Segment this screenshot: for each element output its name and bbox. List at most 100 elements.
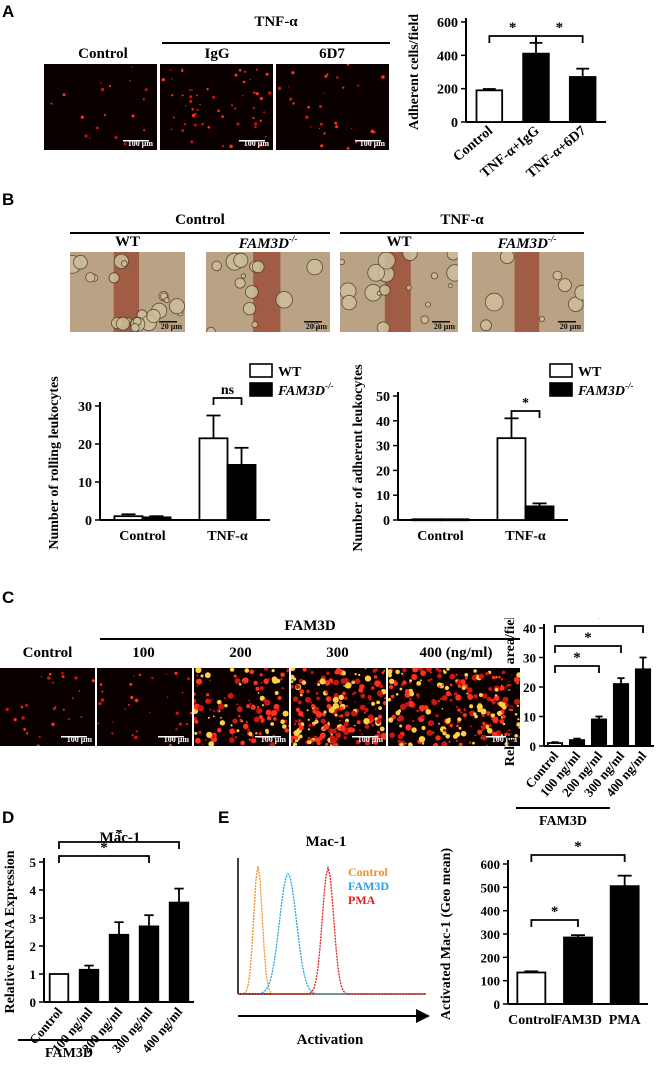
fluorescent-spot bbox=[335, 727, 337, 730]
fluorescent-spot bbox=[332, 696, 339, 703]
fluorescent-spot bbox=[263, 111, 266, 114]
fluorescent-spot bbox=[206, 699, 212, 704]
fluorescent-spot bbox=[244, 668, 250, 673]
fluorescent-spot bbox=[420, 670, 426, 676]
fluorescent-spot bbox=[52, 681, 55, 684]
fluorescent-spot bbox=[212, 715, 215, 718]
fluorescent-spot bbox=[319, 678, 326, 685]
fluorescent-spot bbox=[402, 674, 404, 677]
fluorescent-spot bbox=[51, 722, 55, 726]
fluorescent-spot bbox=[248, 732, 253, 736]
fluorescent-spot bbox=[370, 719, 374, 722]
scale-bar bbox=[352, 736, 378, 738]
legend-fam3d: FAM3D bbox=[348, 879, 389, 893]
fluorescent-spot bbox=[291, 71, 295, 75]
fluorescent-spot bbox=[339, 725, 346, 732]
fluorescent-spot bbox=[378, 706, 382, 710]
fluorescent-spot bbox=[425, 668, 432, 673]
fluorescent-spot bbox=[376, 719, 381, 724]
fluorescent-spot bbox=[364, 668, 367, 670]
fluorescent-spot bbox=[229, 728, 235, 735]
bar bbox=[439, 518, 470, 522]
fluorescent-spot bbox=[493, 695, 500, 701]
fluorescent-spot bbox=[243, 677, 249, 683]
fluorescent-spot bbox=[343, 721, 349, 727]
fluorescent-spot bbox=[456, 724, 459, 728]
fluorescent-spot bbox=[26, 732, 29, 735]
fluorescent-spot bbox=[437, 668, 439, 669]
y-tick-label: 600 bbox=[481, 857, 501, 872]
fluorescent-spot bbox=[501, 670, 506, 675]
fluorescent-spot bbox=[444, 685, 450, 691]
fluorescent-spot bbox=[353, 691, 357, 695]
fluorescent-spot bbox=[251, 738, 257, 744]
cell bbox=[379, 284, 391, 296]
cell bbox=[376, 290, 382, 296]
fluorescent-spot bbox=[5, 707, 9, 712]
fluorescent-spot bbox=[100, 698, 105, 702]
fluorescent-spot bbox=[335, 732, 342, 739]
cell bbox=[480, 319, 492, 332]
fluorescent-spot bbox=[309, 669, 311, 671]
y-axis-title: Relative mRNA Expression bbox=[3, 850, 18, 1013]
fluorescent-spot bbox=[445, 734, 450, 739]
scale-bar bbox=[355, 140, 381, 142]
fluorescent-spot bbox=[359, 684, 365, 690]
fluorescent-spot bbox=[297, 722, 302, 726]
fluorescent-spot bbox=[338, 700, 343, 705]
y-tick-label: 20 bbox=[376, 464, 390, 479]
fluorescent-spot bbox=[427, 720, 434, 727]
cell bbox=[340, 258, 345, 266]
fluorescent-spot bbox=[266, 715, 272, 721]
panel-label-d: D bbox=[2, 808, 15, 827]
b-ko-control-micrograph: 20 μm bbox=[206, 252, 330, 332]
fluorescent-spot bbox=[464, 673, 469, 677]
fluorescent-spot bbox=[449, 673, 456, 680]
fluorescent-spot bbox=[457, 720, 460, 724]
bar bbox=[475, 89, 504, 123]
c-300-micrograph: 100 μm bbox=[291, 668, 386, 746]
category-label: Control bbox=[417, 529, 464, 544]
fluorescent-spot bbox=[280, 678, 283, 681]
fluorescent-spot bbox=[345, 704, 349, 708]
fluorescent-spot bbox=[330, 735, 336, 742]
fluorescent-spot bbox=[259, 96, 263, 101]
significance-mark: * bbox=[574, 839, 582, 855]
fluorescent-spot bbox=[323, 92, 326, 94]
fluorescent-spot bbox=[52, 707, 56, 711]
fluorescent-spot bbox=[297, 719, 301, 723]
cell bbox=[169, 298, 185, 315]
fluorescent-spot bbox=[455, 705, 459, 708]
fluorescent-spot bbox=[166, 696, 169, 698]
fluorescent-spot bbox=[342, 691, 346, 696]
fluorescent-spot bbox=[324, 74, 328, 78]
fluorescent-spot bbox=[131, 734, 134, 737]
fluorescent-spot bbox=[364, 675, 372, 682]
fluorescent-spot bbox=[505, 685, 510, 689]
fluorescent-spot bbox=[298, 734, 303, 739]
fluorescent-spot bbox=[50, 102, 53, 105]
fluorescent-spot bbox=[248, 699, 250, 702]
y-tick-label: 1 bbox=[30, 967, 37, 982]
b-control-label: Control bbox=[175, 212, 225, 228]
fluorescent-spot bbox=[419, 679, 422, 682]
fluorescent-spot bbox=[175, 728, 178, 731]
y-tick-label: 40 bbox=[376, 415, 390, 430]
fluorescent-spot bbox=[319, 122, 323, 126]
fluorescent-spot bbox=[171, 78, 173, 80]
fluorescent-spot bbox=[449, 683, 453, 687]
fluorescent-spot bbox=[210, 737, 213, 740]
fluorescent-spot bbox=[260, 733, 262, 735]
fluorescent-spot bbox=[254, 682, 256, 684]
fluorescent-spot bbox=[62, 93, 66, 97]
fluorescent-spot bbox=[263, 737, 266, 740]
fluorescent-spot bbox=[455, 673, 458, 677]
fluorescent-spot bbox=[310, 671, 314, 674]
fluorescent-spot bbox=[427, 679, 431, 682]
fluorescent-spot bbox=[202, 744, 204, 746]
fluorescent-spot bbox=[236, 729, 240, 733]
significance-bracket bbox=[530, 919, 579, 927]
fluorescent-spot bbox=[213, 710, 216, 713]
y-tick-label: 0 bbox=[30, 995, 37, 1010]
significance-bracket bbox=[554, 665, 600, 673]
